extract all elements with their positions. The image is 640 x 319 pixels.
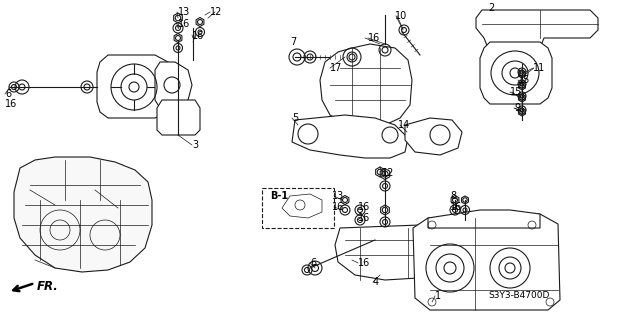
- Text: 16: 16: [358, 202, 371, 212]
- Text: 10: 10: [395, 11, 407, 21]
- Text: 16: 16: [358, 213, 371, 223]
- Text: 17: 17: [330, 63, 342, 73]
- Text: 16: 16: [178, 19, 190, 29]
- Polygon shape: [335, 225, 445, 280]
- Text: 16: 16: [5, 99, 17, 109]
- Text: 1: 1: [435, 291, 441, 301]
- Polygon shape: [97, 55, 172, 118]
- Text: 7: 7: [290, 37, 296, 47]
- Text: 16: 16: [192, 31, 204, 41]
- Polygon shape: [476, 10, 598, 72]
- Text: 6: 6: [310, 258, 316, 268]
- Text: 15: 15: [510, 87, 522, 97]
- Polygon shape: [413, 214, 560, 310]
- Text: 16: 16: [450, 202, 462, 212]
- Text: 6: 6: [5, 89, 11, 99]
- Polygon shape: [14, 157, 152, 272]
- Polygon shape: [157, 100, 200, 135]
- Polygon shape: [320, 44, 412, 128]
- Text: 13: 13: [332, 191, 344, 201]
- Text: 16: 16: [368, 33, 380, 43]
- Text: B-1: B-1: [270, 191, 288, 201]
- Polygon shape: [428, 210, 540, 228]
- Text: 3: 3: [192, 140, 198, 150]
- Text: 4: 4: [373, 277, 379, 287]
- Text: 8: 8: [450, 191, 456, 201]
- Text: 12: 12: [382, 168, 394, 178]
- Polygon shape: [480, 42, 552, 104]
- Text: 11: 11: [533, 63, 545, 73]
- Polygon shape: [155, 62, 192, 108]
- Polygon shape: [282, 194, 322, 218]
- Text: 15: 15: [518, 75, 531, 85]
- Text: 16: 16: [332, 202, 344, 212]
- Text: 5: 5: [292, 113, 298, 123]
- Polygon shape: [292, 115, 408, 158]
- Text: 2: 2: [488, 3, 494, 13]
- Text: 16: 16: [358, 258, 371, 268]
- Text: 14: 14: [398, 120, 410, 130]
- Bar: [262, 188, 334, 228]
- Polygon shape: [405, 118, 462, 155]
- Text: 9: 9: [514, 103, 520, 113]
- Text: S3Y3-B4700D: S3Y3-B4700D: [488, 292, 549, 300]
- Text: 12: 12: [210, 7, 222, 17]
- Text: FR.: FR.: [37, 280, 59, 293]
- Text: 13: 13: [178, 7, 190, 17]
